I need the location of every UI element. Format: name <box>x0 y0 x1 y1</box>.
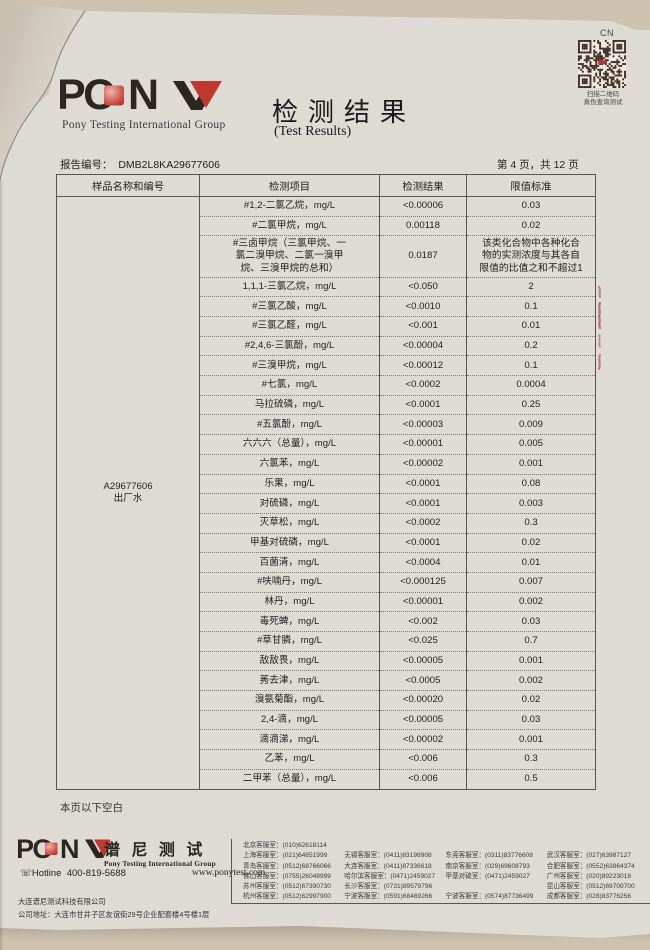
svg-text:N: N <box>128 75 157 117</box>
svg-text:N: N <box>60 836 78 863</box>
